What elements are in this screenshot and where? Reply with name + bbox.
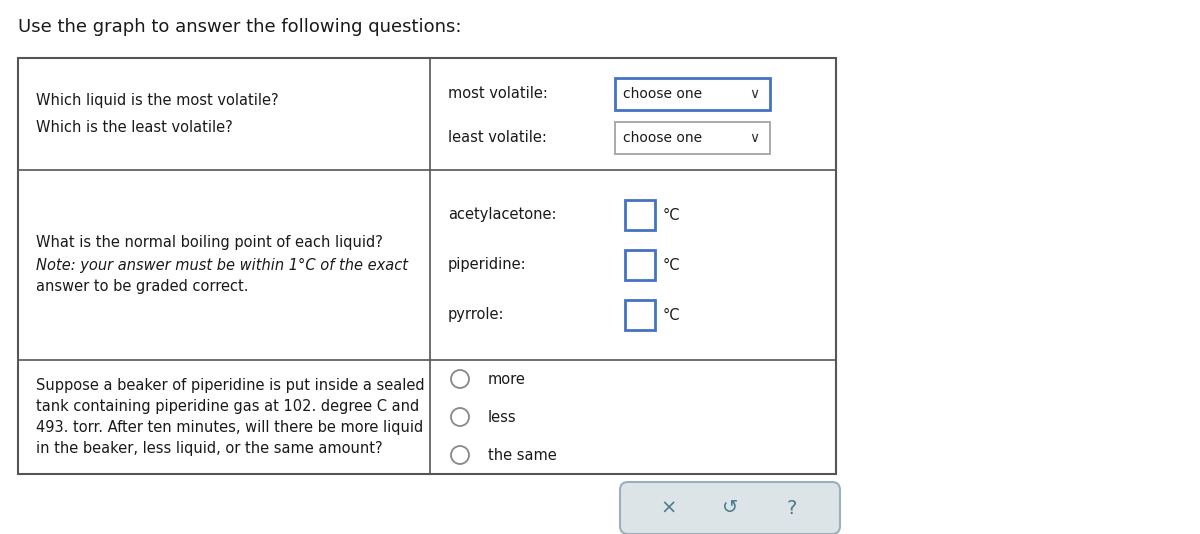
- Text: pyrrole:: pyrrole:: [448, 308, 504, 323]
- Text: piperidine:: piperidine:: [448, 257, 527, 272]
- Text: °C: °C: [662, 208, 680, 223]
- Text: most volatile:: most volatile:: [448, 87, 548, 101]
- Text: acetylacetone:: acetylacetone:: [448, 208, 557, 223]
- Text: ∨: ∨: [749, 131, 760, 145]
- Text: Note: your answer must be within 1°C of the exact: Note: your answer must be within 1°C of …: [36, 257, 408, 272]
- Text: more: more: [488, 372, 526, 387]
- Text: ∨: ∨: [749, 87, 760, 101]
- Text: Which is the least volatile?: Which is the least volatile?: [36, 121, 233, 136]
- FancyBboxPatch shape: [620, 482, 840, 534]
- Text: Which liquid is the most volatile?: Which liquid is the most volatile?: [36, 92, 278, 107]
- Text: ×: ×: [660, 499, 677, 517]
- Text: °C: °C: [662, 257, 680, 272]
- Text: Use the graph to answer the following questions:: Use the graph to answer the following qu…: [18, 18, 462, 36]
- Text: °C: °C: [662, 308, 680, 323]
- Text: the same: the same: [488, 447, 557, 462]
- Text: Suppose a beaker of piperidine is put inside a sealed: Suppose a beaker of piperidine is put in…: [36, 378, 425, 393]
- Text: choose one: choose one: [623, 131, 702, 145]
- Text: answer to be graded correct.: answer to be graded correct.: [36, 279, 248, 294]
- FancyBboxPatch shape: [625, 250, 655, 280]
- FancyBboxPatch shape: [616, 122, 770, 154]
- Text: ↺: ↺: [722, 499, 738, 517]
- FancyBboxPatch shape: [616, 78, 770, 110]
- FancyBboxPatch shape: [625, 300, 655, 330]
- Text: least volatile:: least volatile:: [448, 130, 547, 145]
- Text: 493. torr. After ten minutes, will there be more liquid: 493. torr. After ten minutes, will there…: [36, 420, 424, 435]
- Text: What is the normal boiling point of each liquid?: What is the normal boiling point of each…: [36, 235, 383, 250]
- Text: tank containing piperidine gas at 102. degree C and: tank containing piperidine gas at 102. d…: [36, 399, 419, 414]
- Text: ?: ?: [786, 499, 797, 517]
- FancyBboxPatch shape: [625, 200, 655, 230]
- Text: less: less: [488, 410, 517, 425]
- Text: choose one: choose one: [623, 87, 702, 101]
- Text: in the beaker, less liquid, or the same amount?: in the beaker, less liquid, or the same …: [36, 441, 383, 456]
